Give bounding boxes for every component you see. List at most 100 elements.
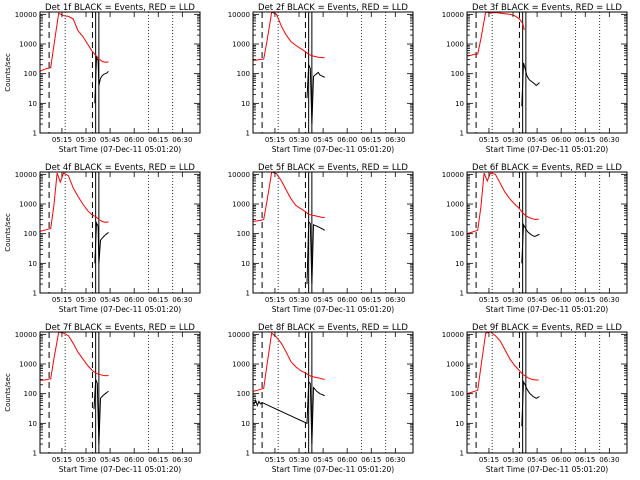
panel-5-series-group	[253, 172, 325, 285]
panel-9-ytick-label-0: 1	[460, 450, 464, 458]
panel-1-xtick-label-3: 06:00	[124, 136, 144, 144]
panel-8-xtick-label-5: 06:30	[385, 456, 405, 464]
panel-1-series-red-0	[40, 12, 109, 72]
panel-5-xtick-label-4: 06:15	[361, 296, 381, 304]
panel-2-ytick-label-4: 10000	[228, 11, 250, 19]
panel-6-xlabel: Start Time (07-Dec-11 05:01:20)	[486, 305, 608, 314]
panel-6-series-group	[467, 172, 540, 264]
panel-5-ytick-label-3: 1000	[232, 201, 250, 209]
panel-1-xlabel: Start Time (07-Dec-11 05:01:20)	[59, 145, 181, 154]
panel-6-series-red-0	[467, 172, 539, 235]
panel-9-title: Det 9f BLACK = Events, RED = LLD	[472, 323, 622, 333]
panel-5-xtick-label-0: 05:15	[265, 296, 285, 304]
panel-2-frame	[252, 11, 414, 134]
panel-1-xtick-label-4: 06:15	[148, 136, 168, 144]
panel-7-series-group	[40, 332, 109, 445]
panel-3-xtick-label-5: 06:30	[599, 136, 619, 144]
panel-9-ytick-label-1: 10	[455, 420, 464, 428]
panel-3-xtick-label-3: 06:00	[551, 136, 571, 144]
panel-3-ytick-label-1: 10	[455, 100, 464, 108]
panel-1-title: Det 1f BLACK = Events, RED = LLD	[45, 3, 195, 13]
panel-1-xtick-label-1: 05:30	[76, 136, 96, 144]
panel-1-ytick-label-0: 1	[33, 130, 37, 138]
panel-2-series-red-0	[253, 12, 325, 61]
panel-4-ytick-label-2: 100	[24, 230, 37, 238]
panel-4-series-red-0	[40, 172, 109, 232]
panel-1-frame	[39, 11, 201, 134]
panel-6-title: Det 6f BLACK = Events, RED = LLD	[472, 163, 622, 173]
panel-7-frame	[39, 331, 201, 454]
panel-4-xtick-label-0: 05:15	[52, 296, 72, 304]
panel-8-xlabel: Start Time (07-Dec-11 05:01:20)	[272, 465, 394, 474]
panel-6-xtick-label-5: 06:30	[599, 296, 619, 304]
panel-5-ytick-label-0: 1	[246, 290, 250, 298]
panel-4-xtick-label-1: 05:30	[76, 296, 96, 304]
panel-6-xtick-label-0: 05:15	[479, 296, 499, 304]
panel-1-xtick-label-5: 06:30	[172, 136, 192, 144]
panel-7-ytick-label-1: 10	[28, 420, 37, 428]
panel-3-ytick-label-2: 100	[451, 70, 464, 78]
panel-8-series-group	[253, 332, 325, 445]
panel-2-ytick-label-3: 1000	[232, 41, 250, 49]
panel-8-series-black-1	[253, 380, 325, 445]
panel-5-xlabel: Start Time (07-Dec-11 05:01:20)	[272, 305, 394, 314]
panel-2-ytick-label-1: 10	[241, 100, 250, 108]
panel-8-frame	[252, 331, 414, 454]
panel-3-ytick-label-3: 1000	[446, 41, 464, 49]
panel-6-ytick-label-3: 1000	[446, 201, 464, 209]
panel-3-series-red-0	[467, 12, 525, 57]
panel-1-ytick-label-1: 10	[28, 100, 37, 108]
panel-4-ylabel: Counts/sec	[4, 213, 12, 252]
panel-7-ytick-label-2: 100	[24, 390, 37, 398]
panel-4: 1 10 100 1000 10000 05:15 05:30 05:45 06:00 06:15…	[4, 163, 201, 314]
panel-6-ytick-label-2: 100	[451, 230, 464, 238]
panel-3-frame	[466, 11, 628, 134]
panel-8-series-red-0	[253, 332, 325, 392]
panel-9-series-group	[467, 332, 540, 427]
panel-5: 1 10 100 1000 10000 05:15 05:30 05:45 06:00 06:15…	[228, 163, 414, 314]
panel-7-xtick-label-2: 05:45	[100, 456, 120, 464]
panel-3-title: Det 3f BLACK = Events, RED = LLD	[472, 3, 622, 13]
panel-9-xtick-label-3: 06:00	[551, 456, 571, 464]
panel-8: 1 10 100 1000 10000 05:15 05:30 05:45 06:00 06:15…	[228, 323, 414, 474]
panel-2-xtick-label-0: 05:15	[265, 136, 285, 144]
panel-3-ytick-label-4: 10000	[442, 11, 464, 19]
panel-4-xtick-label-5: 06:30	[172, 296, 192, 304]
panel-4-title: Det 4f BLACK = Events, RED = LLD	[45, 163, 195, 173]
panel-7-series-red-0	[40, 332, 109, 381]
panel-8-xtick-label-1: 05:30	[289, 456, 309, 464]
panel-5-ytick-label-2: 100	[237, 230, 250, 238]
panel-8-xtick-label-4: 06:15	[361, 456, 381, 464]
panel-7-ylabel: Counts/sec	[4, 373, 12, 412]
panel-6-frame	[466, 171, 628, 294]
panel-9-xtick-label-0: 05:15	[479, 456, 499, 464]
panel-4-series-black-1	[94, 220, 109, 264]
panel-4-ytick-label-0: 1	[33, 290, 37, 298]
panel-8-ytick-label-3: 1000	[232, 361, 250, 369]
panel-4-ytick-label-1: 10	[28, 260, 37, 268]
panel-5-title: Det 5f BLACK = Events, RED = LLD	[258, 163, 408, 173]
panel-7-series-black-1	[93, 379, 109, 445]
panel-9-ytick-label-2: 100	[451, 390, 464, 398]
panel-6-series-black-1	[521, 222, 540, 264]
panel-3-xtick-label-0: 05:15	[479, 136, 499, 144]
panel-7-xtick-label-4: 06:15	[148, 456, 168, 464]
panel-2-series-black-1	[306, 64, 325, 125]
panel-3-xtick-label-2: 05:45	[527, 136, 547, 144]
panel-9-xtick-label-4: 06:15	[575, 456, 595, 464]
panel-9-xlabel: Start Time (07-Dec-11 05:01:20)	[486, 465, 608, 474]
panel-2-xtick-label-4: 06:15	[361, 136, 381, 144]
panel-8-title: Det 8f BLACK = Events, RED = LLD	[258, 323, 408, 333]
panel-1-ytick-label-4: 10000	[15, 11, 37, 19]
panel-2-xtick-label-5: 06:30	[385, 136, 405, 144]
panel-8-xtick-label-3: 06:00	[337, 456, 357, 464]
panel-6-xtick-label-2: 05:45	[527, 296, 547, 304]
panel-7-xtick-label-5: 06:30	[172, 456, 192, 464]
panel-2-title: Det 2f BLACK = Events, RED = LLD	[258, 3, 408, 13]
panel-1-ytick-label-2: 100	[24, 70, 37, 78]
panel-9-xtick-label-5: 06:30	[599, 456, 619, 464]
panel-6-xtick-label-3: 06:00	[551, 296, 571, 304]
panel-1: 1 10 100 1000 10000 05:15 05:30 05:45 06:00 06:15…	[4, 3, 201, 154]
panel-1-xtick-label-2: 05:45	[100, 136, 120, 144]
